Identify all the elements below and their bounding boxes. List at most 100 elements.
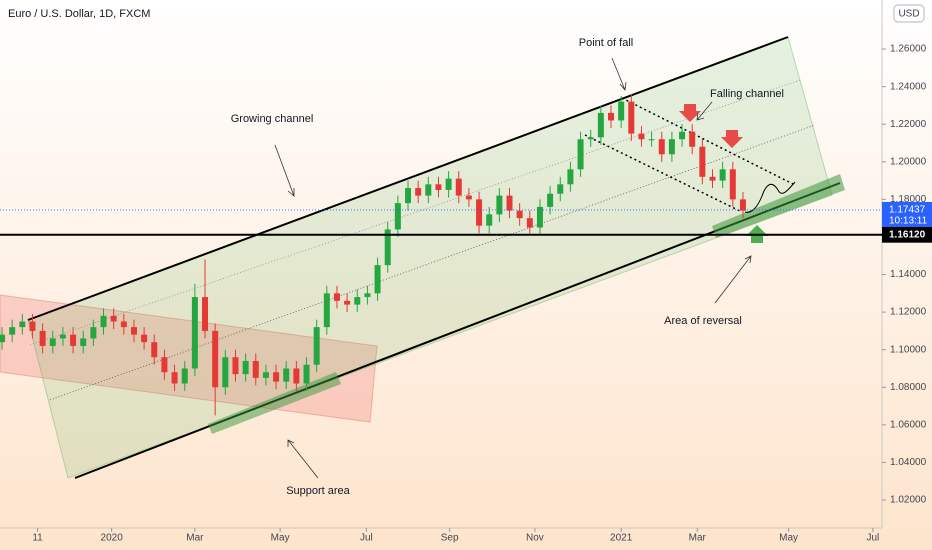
candle-body — [49, 338, 56, 346]
candle-body — [70, 334, 77, 346]
down-arrow — [679, 104, 701, 122]
candle-body — [374, 265, 381, 294]
candle-body — [405, 188, 412, 204]
candle-body — [465, 195, 472, 200]
x-tick-label: May — [271, 533, 290, 544]
candle-body — [587, 137, 594, 140]
currency-box[interactable] — [893, 4, 925, 23]
candle-body — [729, 169, 736, 200]
x-tick-label: May — [779, 533, 798, 544]
candle-body — [151, 342, 158, 358]
x-tick-label: Mar — [186, 533, 204, 544]
candle-body — [476, 199, 483, 226]
y-tick-label: 1.10000 — [890, 344, 927, 355]
candle-body — [486, 214, 493, 226]
candle-body — [9, 327, 16, 335]
price-line-label: 1.16120 — [889, 229, 926, 240]
candle-body — [567, 169, 574, 185]
candle-body — [577, 139, 584, 170]
currency: USD — [898, 9, 919, 20]
candle-body — [19, 321, 26, 328]
candle-body — [232, 357, 239, 375]
candle-body — [384, 229, 391, 266]
candle-body — [191, 297, 198, 369]
candles — [0, 94, 746, 416]
annotation: Falling channel — [710, 88, 784, 100]
mid-trendline — [49, 124, 816, 401]
y-tick-label: 1.20000 — [890, 156, 927, 167]
candle-body — [323, 293, 330, 328]
candle-body — [39, 330, 46, 346]
candle-body — [445, 178, 452, 190]
annotation: Point of fall — [579, 37, 633, 49]
x-tick-label: Jul — [866, 533, 879, 544]
support-area-box — [208, 372, 341, 434]
y-tick-label: 1.06000 — [890, 419, 927, 430]
candle-body — [354, 297, 361, 305]
projection-squiggle — [744, 181, 796, 213]
candle-body — [658, 139, 665, 155]
last-price-label: 1.17437 — [889, 205, 926, 216]
x-tick-label: 11 — [32, 533, 43, 544]
candle-body — [679, 131, 686, 140]
candle-body — [303, 364, 310, 384]
x-tick-label: Jul — [360, 533, 373, 544]
candle-body — [709, 176, 716, 181]
x-tick-label: 2021 — [610, 533, 633, 544]
candle-body — [394, 203, 401, 230]
candle-body — [29, 321, 36, 331]
y-tick-label: 1.18000 — [890, 194, 927, 205]
candle-body — [526, 218, 533, 228]
annotation: Support area — [286, 485, 350, 497]
pointer-arrows — [274, 57, 752, 479]
y-tick-label: 1.22000 — [890, 119, 927, 130]
x-tick-label: Nov — [526, 533, 544, 544]
candle-body — [557, 184, 564, 194]
candle-body — [130, 327, 137, 335]
x-tick-label: 2020 — [101, 533, 124, 544]
y-tick-label: 1.14000 — [890, 269, 927, 280]
y-tick-label: 1.24000 — [890, 81, 927, 92]
down-arrow — [721, 130, 743, 148]
y-tick-label: 1.08000 — [890, 382, 927, 393]
candle-body — [110, 315, 117, 322]
candle-body — [536, 206, 543, 228]
candle-body — [344, 300, 351, 305]
candle-body — [283, 368, 290, 382]
old-falling-channel — [0, 294, 378, 423]
candle-body — [242, 360, 249, 375]
candle-body — [364, 293, 371, 298]
annotation: Growing channel — [231, 113, 314, 125]
candle-body — [202, 297, 209, 331]
candle-body — [608, 112, 615, 121]
candle-body — [90, 327, 97, 339]
candle-body — [628, 101, 635, 134]
candle-body — [425, 184, 432, 196]
candle-body — [252, 360, 259, 378]
candle-body — [618, 101, 625, 121]
y-tick-label: 1.02000 — [890, 495, 927, 506]
candle-body — [547, 193, 554, 207]
candle-body — [181, 368, 188, 384]
candle-body — [719, 169, 726, 181]
price-line-label-box — [882, 226, 932, 243]
candle-body — [293, 368, 300, 384]
candle-body — [313, 327, 320, 365]
candle-body — [699, 146, 706, 177]
candle-body — [262, 372, 269, 378]
candle-body — [668, 139, 675, 155]
candle-body — [120, 321, 127, 328]
y-tick-label: 1.12000 — [890, 307, 927, 318]
candle-body — [212, 330, 219, 388]
candle-body — [739, 199, 746, 211]
countdown-label: 10:13:11 — [889, 216, 928, 227]
lower-trendline — [74, 182, 841, 479]
last-price-box — [882, 201, 932, 227]
y-tick-label: 1.04000 — [890, 457, 927, 468]
candle-body — [100, 315, 107, 328]
candle-body — [648, 139, 655, 141]
upper-trendline — [27, 36, 789, 321]
reversal-area-box — [712, 174, 845, 238]
